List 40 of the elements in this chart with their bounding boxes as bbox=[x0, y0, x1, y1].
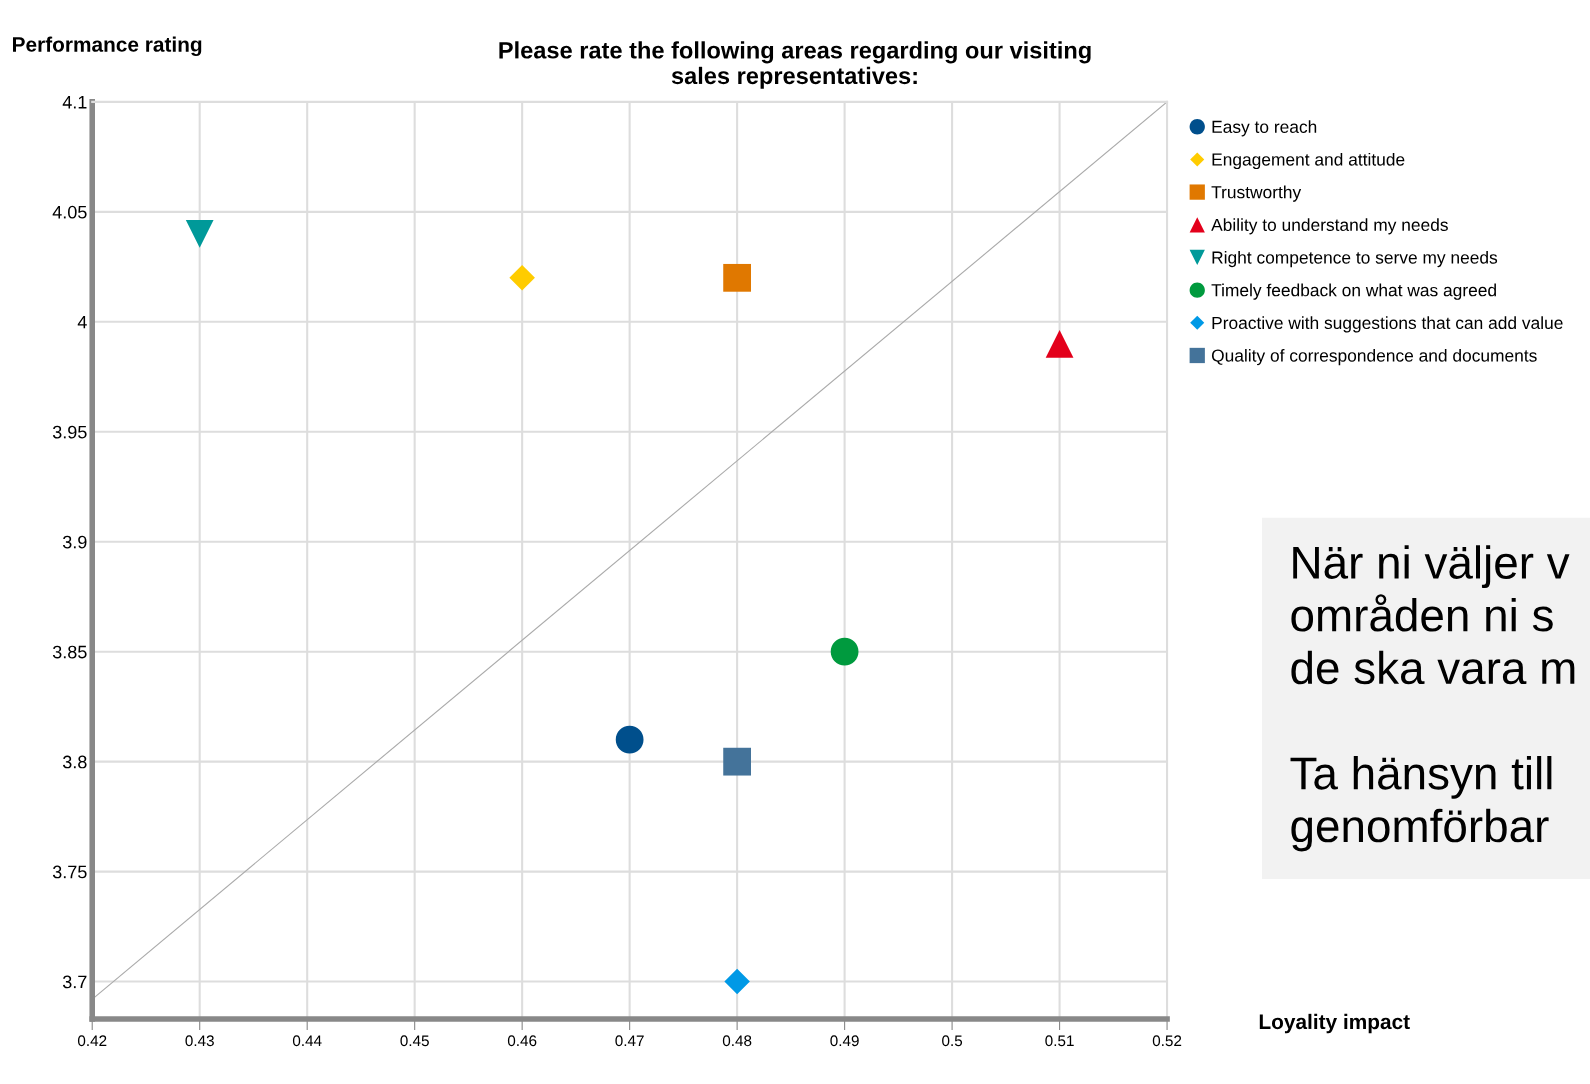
point bbox=[509, 265, 535, 291]
x-tick-label: 0.5 bbox=[942, 1035, 963, 1047]
y-tick-label: 3.7 bbox=[62, 975, 87, 989]
y-tick-label: 3.75 bbox=[52, 865, 87, 879]
point bbox=[615, 725, 644, 754]
y-tick-label: 3.8 bbox=[62, 755, 87, 769]
y-tick-label: 4 bbox=[77, 315, 87, 329]
x-tick-label: 0.52 bbox=[1152, 1035, 1182, 1047]
point bbox=[185, 219, 214, 248]
point bbox=[1045, 329, 1074, 358]
legend-label: Engagement and attitude bbox=[1212, 152, 1405, 170]
x-tick-label: 0.43 bbox=[185, 1035, 214, 1047]
x-tick-label: 0.49 bbox=[830, 1035, 859, 1047]
x-tick-label: 0.45 bbox=[400, 1035, 429, 1047]
point bbox=[723, 263, 752, 292]
x-tick-label: 0.51 bbox=[1045, 1035, 1074, 1047]
text: Loyality impact bbox=[1259, 1013, 1410, 1034]
x-tick-label: 0.46 bbox=[507, 1035, 537, 1047]
text: När ni väljer v områden ni s de ska vara m Ta hänsyn till genomförbar bbox=[1290, 545, 1575, 852]
legend-label: Proactive with suggestions that can add value bbox=[1212, 316, 1563, 333]
y-tick-label: 3.9 bbox=[62, 535, 87, 549]
point bbox=[830, 637, 859, 666]
x-tick-label: 0.48 bbox=[722, 1035, 752, 1047]
legend-label: Easy to reach bbox=[1212, 120, 1317, 137]
legend-label: Quality of correspondence and documents bbox=[1211, 348, 1537, 366]
x-tick-label: 0.44 bbox=[292, 1035, 322, 1047]
x-tick-label: 0.47 bbox=[615, 1035, 644, 1047]
legend-label: Timely feedback on what was agreed bbox=[1211, 283, 1496, 300]
legend-label: Ability to understand my needs bbox=[1211, 218, 1448, 235]
y-axis-title: Performance rating bbox=[13, 36, 202, 57]
legend-label: Right competence to serve my needs bbox=[1212, 250, 1498, 268]
y-tick-label: 3.95 bbox=[52, 425, 87, 439]
y-tick-label: 4.05 bbox=[52, 205, 87, 219]
point bbox=[723, 747, 752, 776]
y-tick-label: 3.85 bbox=[52, 645, 87, 659]
point bbox=[724, 968, 750, 995]
x-tick-label: 0.42 bbox=[77, 1035, 107, 1047]
legend-label: Trustworthy bbox=[1211, 185, 1302, 202]
y-tick-label: 4.1 bbox=[62, 96, 87, 109]
chart-title: Please rate the following areas regarding our visiting sales representatives: bbox=[499, 41, 1091, 89]
